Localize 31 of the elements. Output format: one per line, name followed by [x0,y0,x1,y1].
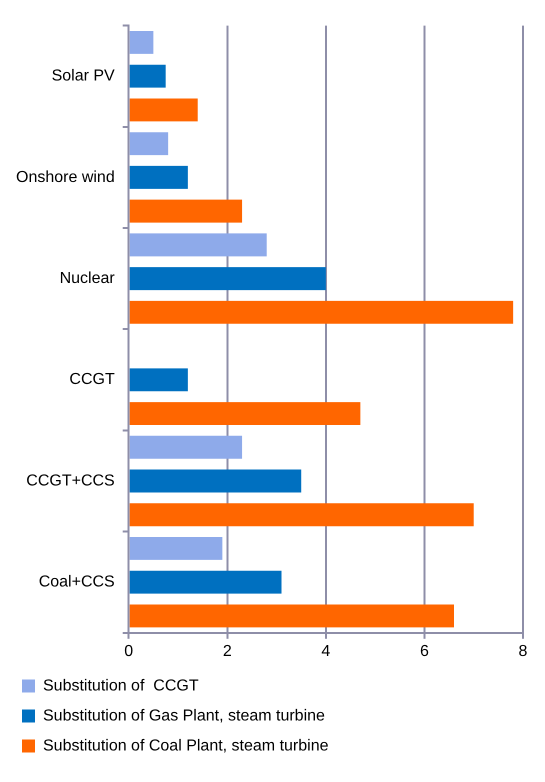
bar [130,267,326,290]
y-tick-label: Onshore wind [16,168,115,186]
x-tick-label: 4 [321,642,330,660]
y-tick-label: Solar PV [52,68,116,85]
bar [130,31,154,54]
y-tick-label: CCGT+CCS [26,472,115,490]
y-tick-label: Coal+CCS [38,574,115,591]
bar [130,436,242,459]
y-tick-label: Nuclear [60,270,116,288]
x-tick-label: 6 [420,642,429,660]
y-tick-label: CCGT [69,371,115,388]
bar [130,300,514,324]
x-tick-label: 2 [222,642,232,660]
legend-label: Substitution of Coal Plant, steam turbine [43,737,329,754]
bar [130,470,302,492]
x-tick-label: 8 [518,642,528,660]
legend-label: Substitution of Gas Plant, steam turbine [43,707,326,724]
x-tick-label: 0 [124,642,134,660]
bar [130,132,168,156]
bar [130,570,282,594]
legend-label: Substitution of CCGT [43,677,199,694]
bar [130,98,198,122]
bar [130,402,360,426]
bar [130,368,188,392]
bar [130,200,242,223]
bar [130,64,166,88]
bar [130,233,267,256]
bar [130,604,454,628]
bar [130,166,188,189]
bar [130,536,222,560]
bar [130,503,474,526]
